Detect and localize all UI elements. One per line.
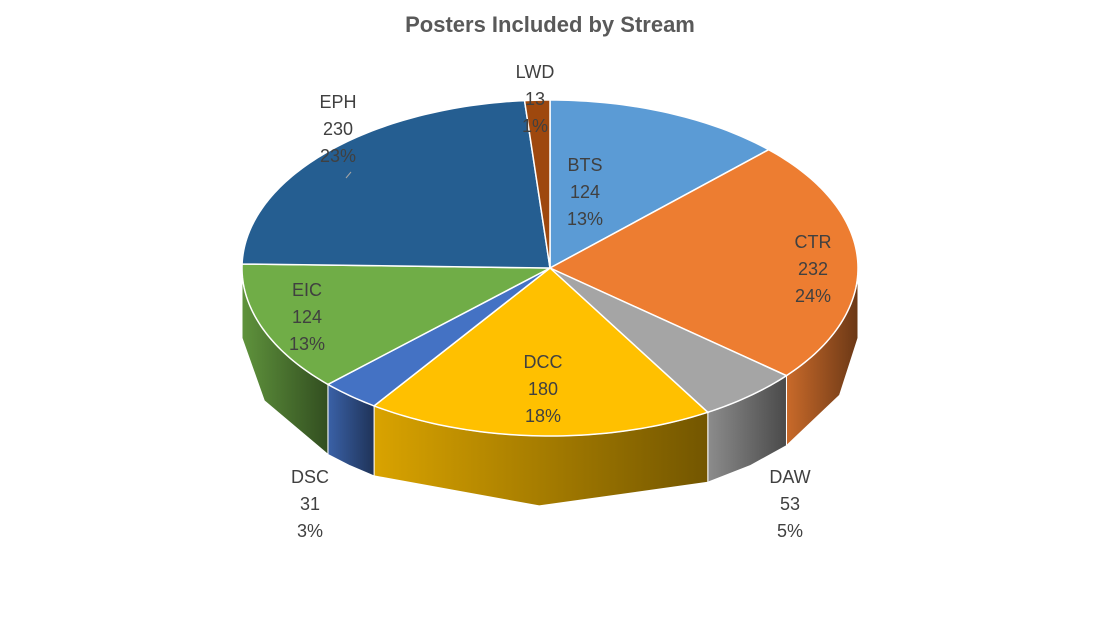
- label-percent: 24%: [795, 286, 831, 306]
- label-name: EPH: [319, 92, 356, 112]
- label-value: 232: [798, 259, 828, 279]
- label-name: DCC: [524, 352, 563, 372]
- slice: [523, 99, 551, 269]
- slice: [241, 99, 551, 269]
- label-value: 124: [570, 182, 600, 202]
- label-value: 53: [780, 494, 800, 514]
- label-name: CTR: [795, 232, 832, 252]
- label-percent: 1%: [522, 116, 548, 136]
- label-name: DSC: [291, 467, 329, 487]
- label-value: 180: [528, 379, 558, 399]
- leader-line: [345, 171, 352, 179]
- slice: [241, 263, 551, 386]
- label-name: DAW: [769, 467, 810, 487]
- label-percent: 23%: [320, 146, 356, 166]
- label-name: EIC: [292, 280, 322, 300]
- slice: [549, 99, 771, 270]
- label-name: BTS: [567, 155, 602, 175]
- label-percent: 5%: [777, 521, 803, 541]
- label-percent: 13%: [289, 334, 325, 354]
- label-percent: 18%: [525, 406, 561, 426]
- slice: [326, 267, 551, 407]
- slice: [549, 267, 789, 414]
- chart-title: Posters Included by Stream: [405, 12, 695, 37]
- label-percent: 13%: [567, 209, 603, 229]
- label-value: 124: [292, 307, 322, 327]
- label-name: LWD: [516, 62, 555, 82]
- label-percent: 3%: [297, 521, 323, 541]
- label-value: 31: [300, 494, 320, 514]
- slice: [372, 267, 710, 437]
- label-value: 13: [525, 89, 545, 109]
- slice: [548, 148, 859, 377]
- label-value: 230: [323, 119, 353, 139]
